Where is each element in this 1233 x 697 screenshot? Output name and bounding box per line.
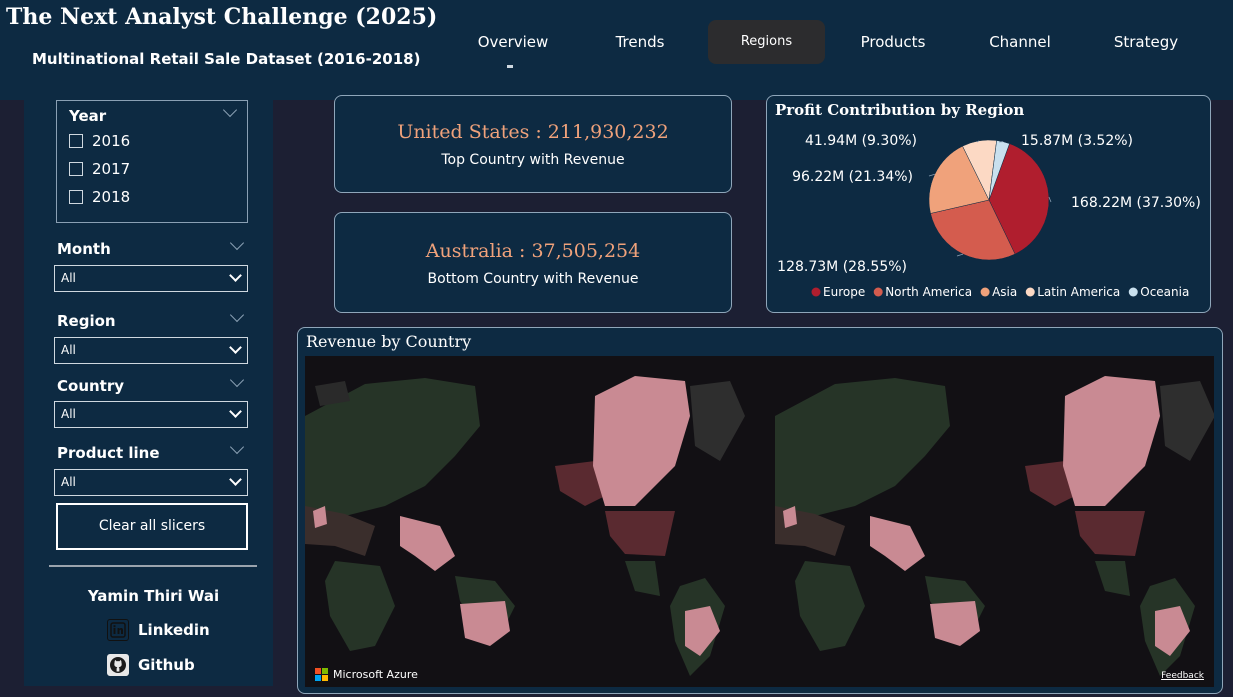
pie-slice-europe[interactable] xyxy=(988,143,1050,255)
country-dropdown[interactable]: All xyxy=(54,401,248,428)
country-dropdown-value: All xyxy=(61,407,76,421)
product-line-dropdown-value: All xyxy=(61,475,76,489)
pie-leader-line xyxy=(956,253,964,257)
top-country-value: United States : 211,930,232 xyxy=(397,121,669,143)
profit-pie-card: Profit Contribution by Region 168.22M (3… xyxy=(766,95,1211,313)
github-icon xyxy=(107,654,129,676)
month-slicer-title: Month xyxy=(57,240,111,258)
legend-item[interactable]: Latin America xyxy=(1037,285,1120,299)
pie-data-label: 15.87M (3.52%) xyxy=(1021,133,1133,149)
profit-pie-chart: 168.22M (37.30%) 128.73M (28.55%) 96.22M (… xyxy=(777,133,1201,299)
year-option-2017[interactable]: 2017 xyxy=(69,160,130,178)
sidebar-divider xyxy=(49,565,257,567)
bottom-country-card: Australia : 37,505,254 Bottom Country wi… xyxy=(334,212,732,313)
top-country-label: Top Country with Revenue xyxy=(441,152,625,168)
map-title: Revenue by Country xyxy=(306,332,472,351)
legend-item[interactable]: Asia xyxy=(992,285,1017,299)
map-attribution: Microsoft Azure xyxy=(315,668,418,681)
nav-regions[interactable]: Regions xyxy=(708,20,825,64)
month-dropdown-value: All xyxy=(61,271,76,285)
pie-data-label: 168.22M (37.30%) xyxy=(1071,195,1201,211)
product-line-dropdown[interactable]: All xyxy=(54,469,248,496)
github-label: Github xyxy=(138,656,195,674)
nav-products[interactable]: Products xyxy=(860,33,926,51)
year-slicer-title: Year xyxy=(69,107,107,125)
year-option-2016[interactable]: 2016 xyxy=(69,132,130,150)
checkbox-icon[interactable] xyxy=(69,134,83,148)
map-copy-east xyxy=(775,376,1214,676)
region-slicer-title: Region xyxy=(57,312,116,330)
country-slicer-title: Country xyxy=(57,377,125,395)
chevron-down-icon xyxy=(229,405,242,418)
chevron-down-icon[interactable] xyxy=(229,307,245,323)
github-link[interactable]: Github xyxy=(107,654,195,676)
chevron-down-icon[interactable] xyxy=(222,102,238,118)
microsoft-logo-icon xyxy=(315,668,328,681)
pie-data-label: 128.73M (28.55%) xyxy=(777,259,907,275)
pie-chart-title: Profit Contribution by Region xyxy=(775,101,1025,119)
checkbox-icon[interactable] xyxy=(69,190,83,204)
pie-leader-line xyxy=(1048,196,1052,203)
bottom-country-label: Bottom Country with Revenue xyxy=(427,271,639,287)
legend-item[interactable]: North America xyxy=(885,285,972,299)
year-option-label: 2016 xyxy=(92,132,131,150)
nav-channel[interactable]: Channel xyxy=(989,33,1051,51)
bottom-country-value: Australia : 37,505,254 xyxy=(425,240,641,262)
year-option-2018[interactable]: 2018 xyxy=(69,188,130,206)
chevron-down-icon[interactable] xyxy=(229,372,245,388)
chevron-down-icon xyxy=(229,473,242,486)
pie-slice-asia[interactable] xyxy=(928,145,990,214)
legend-marker xyxy=(1128,287,1138,297)
page-title: The Next Analyst Challenge (2025) xyxy=(6,4,438,30)
pie-slice-oceania[interactable] xyxy=(988,140,1010,201)
clear-slicers-button[interactable]: Clear all slicers xyxy=(56,503,248,550)
map-feedback-link[interactable]: Feedback xyxy=(1161,671,1204,681)
world-map-graphic xyxy=(305,376,1214,676)
linkedin-link[interactable]: Linkedin xyxy=(107,619,210,641)
revenue-map[interactable]: Microsoft Azure Feedback xyxy=(305,356,1214,687)
linkedin-label: Linkedin xyxy=(138,621,210,639)
year-option-label: 2018 xyxy=(92,188,131,206)
legend-item[interactable]: Europe xyxy=(823,285,865,299)
top-country-card: United States : 211,930,232 Top Country … xyxy=(334,95,732,193)
pie-leader-line xyxy=(928,173,935,177)
year-option-label: 2017 xyxy=(92,160,131,178)
chevron-down-icon xyxy=(229,341,242,354)
legend-item[interactable]: Oceania xyxy=(1140,285,1189,299)
linkedin-icon xyxy=(107,619,129,641)
region-dropdown[interactable]: All xyxy=(54,337,248,364)
legend-marker xyxy=(980,287,990,297)
chevron-down-icon[interactable] xyxy=(229,439,245,455)
nav-overview[interactable]: Overview xyxy=(477,33,549,51)
legend-marker xyxy=(873,287,883,297)
pie-data-label: 96.22M (21.34%) xyxy=(792,169,913,185)
nav-indicator xyxy=(507,65,513,68)
pie-slice-north-america[interactable] xyxy=(930,199,1016,261)
nav-trends[interactable]: Trends xyxy=(615,33,665,51)
author-name: Yamin Thiri Wai xyxy=(87,587,220,605)
legend-marker xyxy=(811,287,821,297)
chevron-down-icon[interactable] xyxy=(229,235,245,251)
pie-leader-line xyxy=(976,140,980,143)
pie-data-label: 41.94M (9.30%) xyxy=(805,133,917,149)
month-dropdown[interactable]: All xyxy=(54,265,248,292)
year-slicer: Year 2016 2017 2018 xyxy=(56,100,248,223)
checkbox-icon[interactable] xyxy=(69,162,83,176)
nav-strategy[interactable]: Strategy xyxy=(1113,33,1179,51)
legend-marker xyxy=(1025,287,1035,297)
page-subtitle: Multinational Retail Sale Dataset (2016-… xyxy=(32,50,421,68)
chevron-down-icon xyxy=(229,269,242,282)
header-bar: The Next Analyst Challenge (2025) Multin… xyxy=(0,0,1233,100)
product-line-slicer-title: Product line xyxy=(57,444,160,462)
map-attribution-text: Microsoft Azure xyxy=(333,668,418,681)
region-dropdown-value: All xyxy=(61,343,76,357)
filter-sidebar: Year 2016 2017 2018 Month All Region All… xyxy=(24,100,273,686)
map-copy-west xyxy=(305,376,745,676)
revenue-map-card: Revenue by Country xyxy=(297,327,1223,694)
